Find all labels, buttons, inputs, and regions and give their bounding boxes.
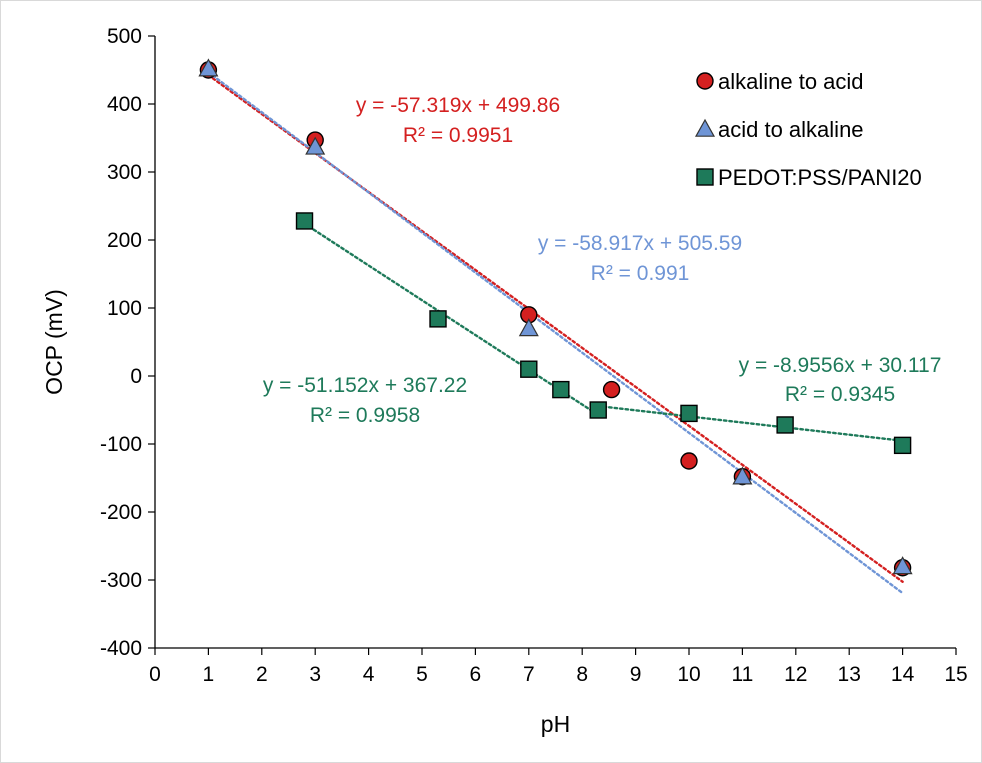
legend-marker-square xyxy=(696,168,714,186)
data-point-circle xyxy=(680,452,698,470)
trendline-equation: y = -58.917x + 505.59 xyxy=(538,232,742,255)
legend-marker-triangle xyxy=(694,118,716,137)
y-tick-label: 300 xyxy=(107,161,142,184)
data-point-triangle xyxy=(305,136,326,155)
trendline-equation: y = -8.9556x + 30.117 xyxy=(739,354,942,377)
trendline-pedot-segment-1 xyxy=(303,222,600,417)
data-point-square xyxy=(520,360,538,378)
legend-marker-circle xyxy=(696,72,714,90)
trendline-pedot-segment-2 xyxy=(597,404,904,442)
legend-label: alkaline to acid xyxy=(718,69,864,94)
legend-label: acid to alkaline xyxy=(718,117,864,142)
trendline-equation: y = -57.319x + 499.86 xyxy=(356,94,560,117)
x-tick-label: 2 xyxy=(256,663,268,686)
data-point-square xyxy=(680,404,698,423)
data-point-square xyxy=(429,310,447,328)
x-tick-label: 10 xyxy=(677,663,700,686)
data-point-square xyxy=(589,401,607,419)
y-tick-label: -400 xyxy=(100,637,142,660)
data-point-triangle xyxy=(732,466,753,485)
x-tick-label: 4 xyxy=(363,663,375,686)
x-tick-label: 3 xyxy=(309,663,321,686)
x-tick-label: 15 xyxy=(944,663,967,686)
data-point-triangle xyxy=(892,556,913,575)
x-axis-title: pH xyxy=(541,711,570,737)
data-point-circle xyxy=(602,380,621,399)
data-point-square xyxy=(295,212,314,230)
trendline-r-squared: R² = 0.991 xyxy=(591,262,690,285)
y-tick-label: 200 xyxy=(107,229,142,252)
data-point-triangle xyxy=(198,58,219,77)
data-point-square xyxy=(776,416,794,434)
x-tick-label: 12 xyxy=(784,663,807,686)
x-tick-label: 11 xyxy=(731,663,753,686)
y-tick-label: 400 xyxy=(107,93,142,116)
y-tick-label: 500 xyxy=(107,25,142,48)
trendline-acid-to-alkaline xyxy=(207,71,904,595)
data-point-square xyxy=(552,380,570,399)
x-tick-label: 5 xyxy=(416,663,428,686)
trendline-r-squared: R² = 0.9958 xyxy=(310,404,420,427)
x-tick-label: 8 xyxy=(576,663,588,686)
x-tick-label: 0 xyxy=(149,663,161,686)
y-tick-label: 100 xyxy=(107,297,142,320)
x-tick-label: 1 xyxy=(203,663,215,686)
y-axis-title: OCP (mV) xyxy=(41,289,67,395)
y-tick-label: -300 xyxy=(100,569,142,592)
y-tick-label: -200 xyxy=(100,501,142,524)
x-tick-label: 6 xyxy=(470,663,482,686)
y-tick-label: 0 xyxy=(130,365,142,388)
legend-label: PEDOT:PSS/PANI20 xyxy=(718,165,922,190)
x-tick-label: 7 xyxy=(523,663,535,686)
trendline-r-squared: R² = 0.9951 xyxy=(403,124,513,147)
y-tick-label: -100 xyxy=(100,433,142,456)
data-point-triangle xyxy=(518,318,539,337)
x-tick-label: 9 xyxy=(630,663,642,686)
data-point-square xyxy=(893,436,912,455)
x-tick-label: 14 xyxy=(891,663,915,686)
x-tick-label: 13 xyxy=(838,663,861,686)
trendline-r-squared: R² = 0.9345 xyxy=(785,383,895,406)
trendline-equation: y = -51.152x + 367.22 xyxy=(263,374,467,397)
